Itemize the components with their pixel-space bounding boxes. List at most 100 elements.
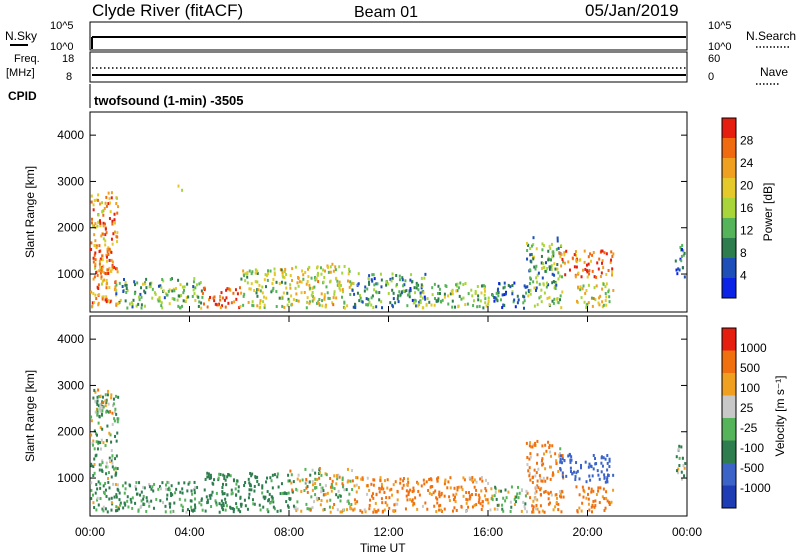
velocity-cell [235,505,238,509]
velocity-cell [250,488,253,492]
velocity-cell [443,494,446,498]
velocity-cell [536,439,539,443]
colorbar-segment [722,278,736,298]
velocity-cell [582,495,585,499]
power-cell [497,290,500,294]
power-cell [341,295,344,299]
velocity-cell [353,484,356,488]
velocity-cell [513,502,516,506]
velocity-cell [117,417,120,421]
power-cell [534,288,537,292]
velocity-cell [270,479,273,483]
power-cell [605,303,608,307]
power-cell [178,306,181,310]
velocity-cell [118,498,121,502]
power-cell [567,260,570,264]
power-cell [575,253,578,257]
power-cell [316,271,319,275]
velocity-cell [540,479,543,483]
power-cell [674,259,677,263]
power-cell [93,198,96,202]
power-cell [116,231,119,235]
power-cell [243,274,246,278]
power-cell [361,300,364,304]
velocity-cell [95,483,98,487]
velocity-cell [301,478,304,482]
velocity-cell [446,486,449,490]
velocity-cell [514,500,517,504]
power-cell [462,296,465,300]
velocity-cell [104,393,107,397]
power-cell [357,282,360,286]
velocity-cell [405,494,408,498]
velocity-cell [96,408,99,412]
velocity-cell [308,480,311,484]
power-cell [548,267,551,271]
power-cell [512,300,515,304]
power-cell [375,290,378,294]
velocity-cell [502,509,505,513]
power-cell [413,286,416,290]
power-cell [460,297,463,301]
velocity-cell [380,487,383,491]
velocity-cell [335,474,338,478]
power-cell [403,283,406,287]
power-panel-frame [89,111,688,313]
power-cell [479,299,482,303]
velocity-cell [529,441,532,445]
velocity-cell [364,510,367,514]
power-cell [256,269,259,273]
velocity-cell [343,488,346,492]
velocity-cell [131,496,134,500]
velocity-cell [207,472,210,476]
velocity-cell [438,495,441,499]
velocity-cell [261,486,264,490]
power-cell [335,276,338,280]
velocity-cell [190,508,193,512]
velocity-cell [521,489,524,493]
power-cell [585,288,588,292]
power-cell [436,291,439,295]
power-cell [143,304,146,308]
velocity-cell [266,490,269,494]
velocity-cell [135,487,138,491]
power-cell [577,285,580,289]
velocity-cell [105,494,108,498]
velocity-cell [99,403,102,407]
velocity-cell [324,484,327,488]
velocity-cell [368,507,371,511]
velocity-cell [532,505,535,509]
power-cell [540,266,543,270]
velocity-cell [605,490,608,494]
velocity-cell [436,501,439,505]
power-cell [244,279,247,283]
velocity-cell [222,508,225,512]
velocity-cell [541,457,544,461]
power-cell [102,224,105,228]
velocity-cell [221,492,224,496]
colorbar-segment [722,328,736,351]
velocity-cell [385,496,388,500]
velocity-cell [355,476,358,480]
velocity-cell [372,478,375,482]
velocity-cell [480,489,483,493]
power-cell [368,282,371,286]
velocity-cell [306,490,309,494]
power-cell [554,267,557,271]
velocity-cell [222,502,225,506]
power-cell [562,260,565,264]
power-cell [106,281,109,285]
power-cell [497,287,500,291]
power-cell [97,213,100,217]
velocity-cell [311,506,314,510]
velocity-cell [547,497,550,501]
colorbar-segment [722,198,736,218]
power-cell [347,272,350,276]
power-cell [111,222,114,226]
velocity-cell [554,505,557,509]
velocity-cell [541,509,544,513]
velocity-cell [590,510,593,514]
velocity-cell [231,491,234,495]
power-cell [516,301,519,305]
power-cell [349,292,352,296]
